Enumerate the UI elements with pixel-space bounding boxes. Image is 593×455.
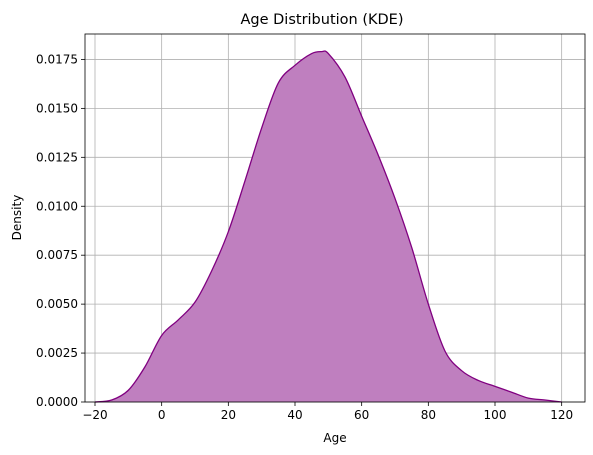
- y-tick-label: 0.0125: [36, 150, 78, 164]
- y-axis-ticks: 0.0000 0.0025 0.0050 0.0075 0.0100 0.0125 0.01…: [36, 52, 85, 409]
- x-tick-label: 20: [221, 408, 236, 422]
- plot-area: [94, 50, 562, 403]
- x-axis-label: Age: [323, 431, 346, 445]
- y-tick-label: 0.0075: [36, 248, 78, 262]
- x-tick-label: 120: [550, 408, 573, 422]
- chart-title: Age Distribution (KDE): [240, 12, 403, 28]
- y-tick-label: 0.0025: [36, 346, 78, 360]
- y-tick-label: 0.0175: [36, 52, 78, 66]
- x-tick-label: −20: [82, 408, 107, 422]
- kde-curve-line: [94, 50, 562, 403]
- y-axis-label: Density: [10, 195, 24, 241]
- kde-area-fill: [95, 51, 562, 403]
- y-tick-label: 0.0150: [36, 101, 78, 115]
- y-tick-label: 0.0050: [36, 297, 78, 311]
- x-tick-label: 40: [287, 408, 302, 422]
- y-tick-label: 0.0000: [36, 395, 78, 409]
- y-tick-label: 0.0100: [36, 199, 78, 213]
- x-axis-ticks: −20 0 20 40 60 80 100 120: [82, 402, 573, 422]
- x-tick-label: 100: [484, 408, 507, 422]
- x-tick-label: 60: [354, 408, 369, 422]
- plot-frame: [84, 33, 586, 403]
- x-tick-label: 0: [158, 408, 166, 422]
- x-tick-label: 80: [421, 408, 436, 422]
